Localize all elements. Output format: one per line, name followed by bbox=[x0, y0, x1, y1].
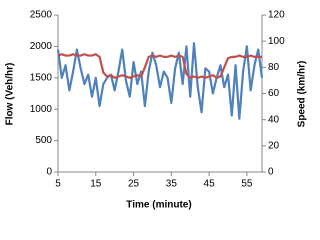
y2-tick-label: 40 bbox=[268, 114, 280, 125]
y-tick-label: 1000 bbox=[30, 104, 53, 115]
data-line bbox=[56, 42, 264, 120]
x-tick-label: 45 bbox=[204, 179, 216, 190]
y2-axis-title: Speed (km/hr) bbox=[297, 61, 308, 128]
y-tick-label: 1500 bbox=[30, 72, 53, 83]
data-line bbox=[57, 53, 262, 79]
y2-tick-label: 60 bbox=[268, 88, 280, 99]
y2-tick-label: 100 bbox=[268, 36, 285, 47]
x-tick-label: 15 bbox=[90, 179, 102, 190]
y-axis-title: Flow (Veh/hr) bbox=[5, 63, 16, 126]
y2-tick-label: 20 bbox=[268, 140, 280, 151]
y2-tick-label: 120 bbox=[268, 10, 285, 21]
y2-tick-label: 80 bbox=[268, 62, 280, 73]
y-tick-label: 2000 bbox=[30, 41, 53, 52]
x-tick-label: 25 bbox=[128, 179, 140, 190]
x-axis-title: Time (minute) bbox=[126, 200, 191, 211]
y-tick-label: 500 bbox=[35, 135, 52, 146]
chart: Time (minute) Flow (Veh/hr) Speed (km/hr… bbox=[5, 10, 308, 211]
x-tick-label: 35 bbox=[166, 179, 178, 190]
x-tick-label: 5 bbox=[55, 179, 61, 190]
x-tick-label: 55 bbox=[241, 179, 253, 190]
y-tick-label: 0 bbox=[46, 167, 52, 178]
y-tick-label: 2500 bbox=[30, 10, 53, 21]
y2-tick-label: 0 bbox=[268, 167, 274, 178]
